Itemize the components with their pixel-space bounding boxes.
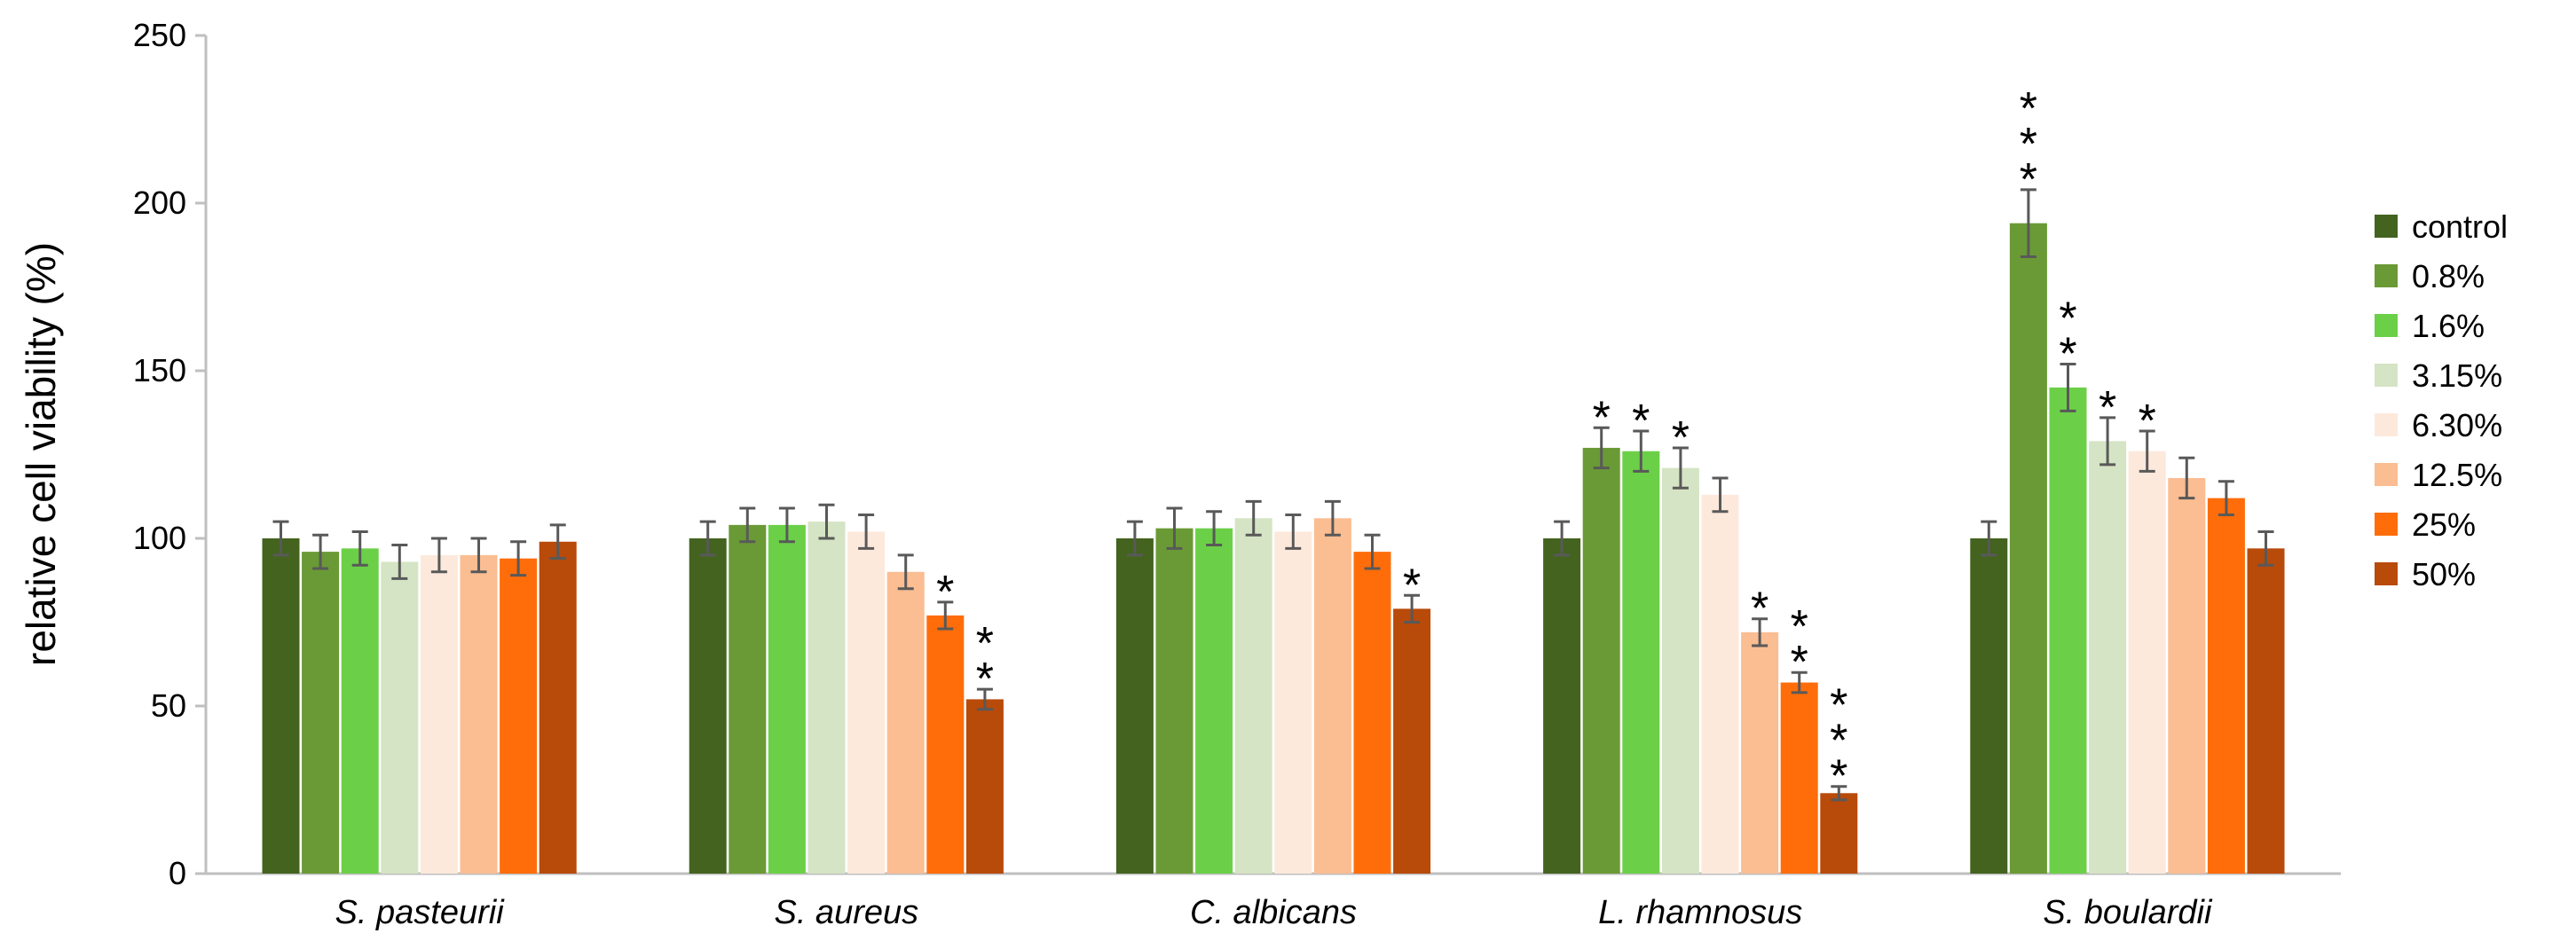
significance-star: * [976,654,994,705]
legend-label: 3.15% [2412,357,2502,394]
significance-star: * [1593,392,1611,443]
bar [1195,528,1233,874]
bar [341,548,379,874]
bar [2247,548,2285,874]
bar [1970,538,2008,874]
legend-swatch [2375,513,2398,536]
significance-star: * [1830,680,1847,732]
y-tick-label: 250 [133,17,186,53]
significance-star: * [2099,382,2116,434]
significance-star: * [2020,154,2037,206]
bar [2009,223,2047,874]
bar [689,538,727,874]
bar [1155,528,1193,874]
category-labels: S. pasteurii S. aureus C. albicans L. rhamn… [335,894,2213,931]
bar [1274,531,1312,874]
bar [2128,451,2166,874]
bar [886,571,925,874]
legend: control 0.8% 1.6% 3.15% 6.30% 12.5% 25% 50% [2375,208,2508,592]
y-tick-label: 0 [169,855,186,891]
bar [2207,498,2245,874]
legend-swatch [2375,562,2398,585]
bars [262,223,2285,874]
y-tick-label: 200 [133,184,186,221]
legend-swatch [2375,215,2398,238]
category-label: S. boulardii [2043,894,2213,931]
category-label: S. pasteurii [335,894,506,931]
bar [1543,538,1581,874]
legend-label: 6.30% [2412,407,2502,443]
significance-star: * [1751,584,1769,635]
bar [500,558,538,874]
bar [2168,477,2206,874]
significance-star: * [2139,396,2156,447]
bar [1820,793,1858,874]
y-ticks: 0 50 100 150 200 250 [133,17,206,891]
y-axis-label: relative cell viability (%) [18,242,64,666]
significance-star: * [1403,560,1421,611]
bar [847,531,886,874]
bar [2089,441,2127,874]
y-tick-label: 50 [151,687,186,724]
bar [420,554,458,874]
bar [1115,538,1154,874]
significance-star: * [1672,412,1690,464]
legend-label: 0.8% [2412,258,2485,294]
bar [1661,467,1699,874]
legend-swatch [2375,314,2398,337]
significance-star: * [2059,293,2076,344]
significance-star: * [2020,83,2037,135]
bar [729,524,767,874]
significance-star: * [1632,396,1650,447]
bar [1622,451,1660,874]
significance-star: * [1791,637,1808,688]
legend-label: 50% [2412,556,2476,592]
legend-swatch [2375,463,2398,486]
bar [1741,631,1779,874]
category-label: L. rhamnosus [1598,894,1802,931]
significance-star: * [936,567,954,618]
bar [1701,494,1739,874]
legend-label: 12.5% [2412,457,2502,493]
error-bars [272,188,2274,802]
bar [1393,608,1431,874]
bar [926,615,965,874]
bar [1780,682,1818,874]
bar [2049,387,2087,874]
bar [460,554,498,874]
significance-star: * [1830,751,1847,803]
y-tick-label: 100 [133,520,186,556]
significance-star: * [1791,601,1808,653]
legend-swatch [2375,413,2398,436]
legend-swatch [2375,364,2398,387]
bar [381,561,419,874]
bar [807,522,846,874]
bar [1353,552,1391,874]
legend-label: 1.6% [2412,308,2485,344]
category-label: S. aureus [774,894,918,931]
y-tick-label: 150 [133,352,186,388]
bar [262,538,300,874]
bar [1582,447,1620,874]
significance-star: * [2059,328,2076,380]
legend-label: 25% [2412,506,2476,543]
bar [965,699,1004,874]
significance-star: * [2020,119,2037,170]
legend-label: control [2412,208,2508,245]
bar [768,524,806,874]
significance-star: * [976,618,994,670]
bar [1313,518,1351,874]
bar [302,552,340,874]
significance-star: * [1830,716,1847,767]
category-label: C. albicans [1190,894,1357,931]
bar [1234,518,1272,874]
legend-swatch [2375,264,2398,287]
bar [539,541,577,874]
significance-markers: ***** * ************* * [936,83,2156,803]
